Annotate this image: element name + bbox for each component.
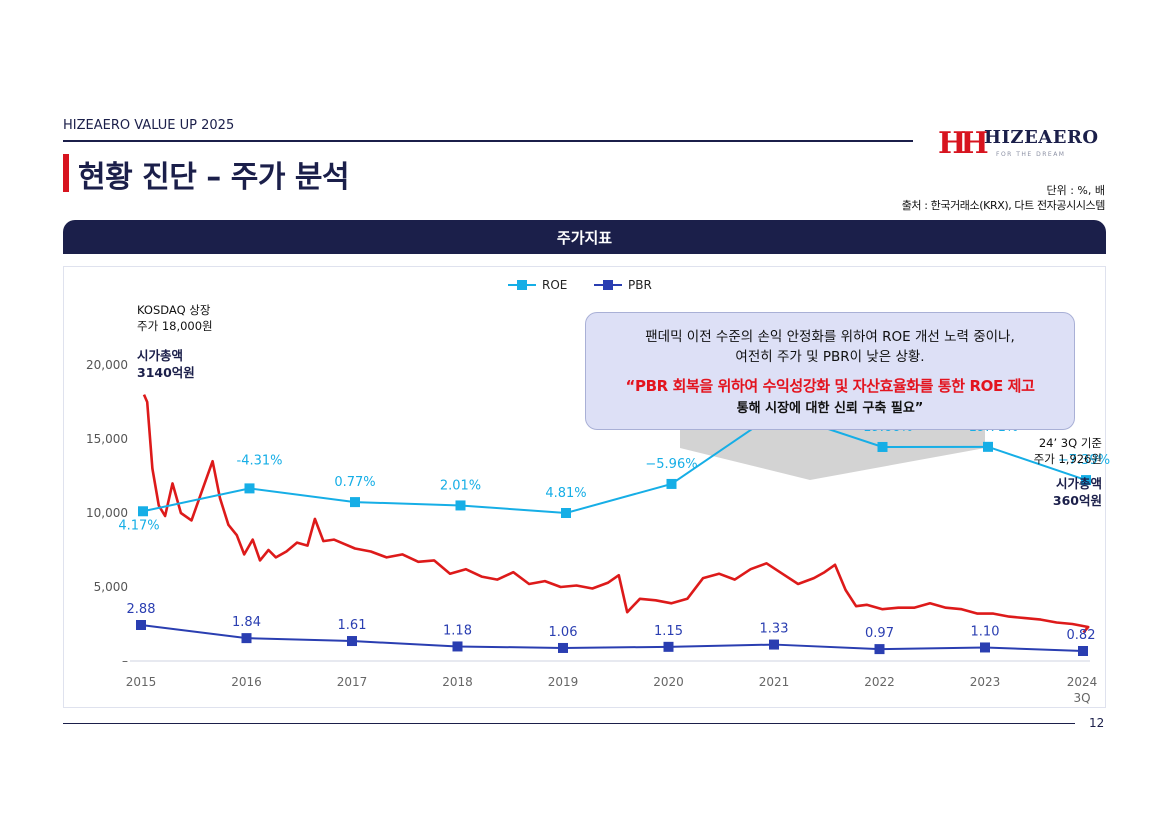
current-price-note: 24’ 3Q 기준 주가 1,926원	[1034, 435, 1102, 467]
legend-label: PBR	[628, 278, 652, 292]
source-note: 출처 : 한국거래소(KRX), 다트 전자공시시스템	[901, 199, 1106, 212]
section-header: 주가지표	[63, 220, 1106, 254]
pbr-data-label: 1.15	[654, 624, 683, 639]
roe-line	[142, 410, 1087, 515]
callout-box: 팬데믹 이전 수준의 손익 안정화를 위하여 ROE 개선 노력 중이나, 여전…	[585, 312, 1075, 430]
pbr-point	[980, 642, 990, 653]
pbr-point	[874, 644, 885, 655]
roe-point	[877, 441, 888, 452]
document-label: HIZEAERO VALUE UP 2025	[63, 118, 235, 133]
market-cap-start-line1: 시가총액	[137, 348, 184, 363]
header-rule	[63, 140, 913, 142]
pbr-point	[136, 620, 146, 630]
pbr-point	[769, 639, 779, 650]
x-tick-label: 2019	[548, 675, 579, 689]
roe-data-label: -4.31%	[237, 453, 283, 468]
callout-line-4: 통해 시장에 대한 신뢰 구축 필요”	[736, 401, 924, 416]
pbr-data-label: 1.61	[338, 618, 367, 633]
legend-label: ROE	[542, 278, 567, 292]
x-tick-label: 2023	[970, 675, 1001, 689]
stock-price-line	[142, 394, 1090, 634]
pbr-data-label: 1.33	[760, 622, 789, 637]
y-tick-label: 20,000	[86, 358, 128, 372]
y-tick-label: –	[122, 654, 128, 668]
market-cap-end-line2: 360억원	[1052, 493, 1102, 508]
unit-note: 단위 : %, 배	[1046, 184, 1105, 197]
current-price-line1: 24’ 3Q 기준	[1038, 436, 1102, 450]
logo-name: HIZEAERO	[984, 127, 1099, 148]
roe-point	[1081, 475, 1091, 486]
logo-tagline: FOR THE DREAM	[996, 151, 1066, 158]
current-price-line2: 주가 1,926원	[1033, 452, 1102, 466]
callout-line-2: 여전히 주가 및 PBR이 낮은 상황.	[735, 349, 925, 365]
pbr-point	[663, 641, 674, 652]
pbr-point	[558, 642, 568, 653]
roe-point	[983, 441, 993, 452]
pbr-data-label: 2.88	[127, 602, 156, 617]
roe-point	[138, 506, 148, 517]
pbr-line	[140, 624, 1084, 652]
roe-data-label: 4.17%	[118, 518, 159, 533]
title-accent-bar	[63, 154, 69, 192]
listing-note: KOSDAQ 상장 주가 18,000원	[137, 302, 213, 334]
market-cap-end-note: 시가총액 360억원	[1053, 475, 1102, 509]
y-tick-label: 10,000	[86, 506, 128, 520]
market-cap-start-line2: 3140억원	[137, 365, 195, 380]
pbr-point	[241, 633, 252, 644]
pbr-data-label: 0.82	[1067, 628, 1096, 643]
roe-data-label: 2.01%	[440, 478, 481, 493]
roe-data-label: 0.77%	[334, 475, 375, 490]
page-number: 12	[1089, 716, 1105, 730]
x-tick-label: 2017	[337, 675, 368, 689]
market-cap-end-line1: 시가총액	[1055, 476, 1102, 491]
y-tick-label: 5,000	[94, 580, 128, 594]
pbr-data-label: 0.97	[865, 626, 894, 641]
y-tick-label: 15,000	[86, 432, 128, 446]
roe-point	[666, 478, 677, 489]
callout-pointer	[680, 430, 985, 480]
market-cap-start-note: 시가총액 3140억원	[137, 347, 195, 381]
logo-mark: HH	[938, 126, 989, 161]
roe-point	[561, 508, 571, 518]
page-title: 현황 진단 – 주가 분석	[78, 160, 350, 195]
roe-point	[455, 500, 466, 511]
x-tick-label: 2021	[759, 675, 790, 689]
x-tick-label: 2020	[653, 675, 684, 689]
pbr-point	[1078, 646, 1088, 656]
roe-data-label: −7.39%	[1058, 453, 1110, 468]
roe-data-label: −5.96%	[645, 457, 697, 472]
pbr-point	[452, 641, 463, 652]
legend-marker	[603, 280, 613, 290]
legend-marker	[517, 280, 527, 290]
x-tick-label: 2016	[231, 675, 262, 689]
pbr-data-label: 1.06	[549, 625, 578, 640]
pbr-data-label: 1.10	[971, 624, 1000, 639]
roe-data-label: 4.81%	[545, 486, 586, 501]
x-tick-label: 2015	[126, 675, 157, 689]
footer-rule	[63, 723, 1075, 724]
company-logo: HH HIZEAERO FOR THE DREAM	[938, 124, 1108, 161]
pbr-data-label: 1.84	[232, 615, 261, 630]
callout-line-1: 팬데믹 이전 수준의 손익 안정화를 위하여 ROE 개선 노력 중이나,	[645, 329, 1015, 345]
listing-note-line2: 주가 18,000원	[137, 319, 213, 333]
roe-point	[350, 497, 360, 508]
pbr-data-label: 1.18	[443, 623, 472, 638]
x-tick-label: 3Q	[1073, 691, 1090, 705]
roe-point	[244, 483, 255, 494]
x-tick-label: 2018	[442, 675, 473, 689]
x-tick-label: 2024	[1067, 675, 1098, 689]
x-tick-label: 2022	[864, 675, 895, 689]
listing-note-line1: KOSDAQ 상장	[137, 303, 211, 317]
callout-highlight: “PBR 회복을 위하여 수익성강화 및 자산효율화를 통한 ROE 제고	[625, 377, 1035, 395]
pbr-point	[347, 636, 357, 647]
chart-panel	[63, 266, 1106, 708]
